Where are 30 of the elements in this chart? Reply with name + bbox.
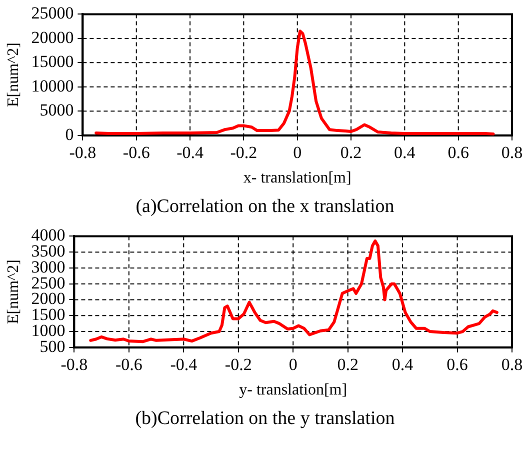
x-tick-label: 0.4 xyxy=(392,355,414,374)
text: (b)Correlation on the y translation xyxy=(134,407,396,431)
y-tick-label: 5000 xyxy=(40,100,74,120)
x-tick-label: 0.2 xyxy=(337,355,358,374)
x-tick-label: -0.2 xyxy=(224,355,252,374)
x-tick-label: 0.8 xyxy=(501,143,523,162)
text: (a)Correlation on the x translation xyxy=(134,195,396,219)
x-tick-label: -0.8 xyxy=(60,355,88,374)
x-tick-label: 0 xyxy=(288,355,298,374)
x-axis-title: x- translation[m] xyxy=(243,170,352,187)
x-tick-label: -0.6 xyxy=(115,355,142,374)
y-tick-label: 20000 xyxy=(31,28,74,47)
x-tick-label: 0.6 xyxy=(446,355,468,374)
x-tick-label: -0.2 xyxy=(230,143,258,162)
x-tick-label: -0.8 xyxy=(69,143,96,162)
y-tick-label: 0 xyxy=(65,124,74,144)
x-tick-label: -0.4 xyxy=(176,143,204,162)
x-tick-label: 0.8 xyxy=(501,355,523,374)
x-tick-label: 0 xyxy=(293,143,302,162)
y-tick-label: 25000 xyxy=(31,4,74,23)
x-tick-label: -0.4 xyxy=(170,355,198,374)
x-tick-label: 0.6 xyxy=(448,143,469,162)
x-axis-title: y- translation[m] xyxy=(239,382,348,399)
x-tick-label: 0.2 xyxy=(340,143,362,162)
y-axis-title: E[num^2] xyxy=(4,260,22,324)
x-tick-label: -0.6 xyxy=(122,143,150,162)
y-axis-title: E[num^2] xyxy=(4,42,22,107)
y-tick-label: 10000 xyxy=(31,76,74,96)
y-tick-label: 15000 xyxy=(31,52,74,72)
x-tick-label: 0.4 xyxy=(394,143,416,162)
